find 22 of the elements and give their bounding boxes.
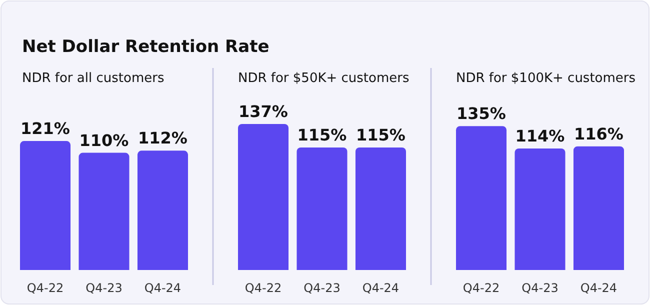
x-tick-label: Q4-24 <box>362 281 400 295</box>
chart-subtitle: NDR for all customers <box>22 71 164 86</box>
x-tick-label: Q4-24 <box>580 281 618 295</box>
data-label: 115% <box>297 125 347 144</box>
x-tick-label: Q4-24 <box>144 281 182 295</box>
x-tick-label: Q4-23 <box>86 281 122 295</box>
chart-title: Net Dollar Retention Rate <box>22 37 270 57</box>
x-tick-label: Q4-22 <box>244 281 282 295</box>
data-label: 112% <box>138 128 188 148</box>
x-tick-label: Q4-22 <box>26 281 64 295</box>
x-tick-label: Q4-23 <box>522 281 558 295</box>
x-tick-label: Q4-23 <box>304 281 340 295</box>
data-label: 110% <box>79 130 129 150</box>
data-label: 121% <box>20 119 70 138</box>
chart-subtitle: NDR for $50K+ customers <box>238 71 410 86</box>
data-label: 114% <box>515 126 565 146</box>
data-label: 137% <box>238 102 288 121</box>
data-label: 115% <box>356 125 406 144</box>
data-label: 135% <box>456 104 506 124</box>
x-tick-label: Q4-22 <box>462 281 500 295</box>
data-label: 116% <box>574 124 624 144</box>
chart-subtitle: NDR for $100K+ customers <box>456 71 636 86</box>
